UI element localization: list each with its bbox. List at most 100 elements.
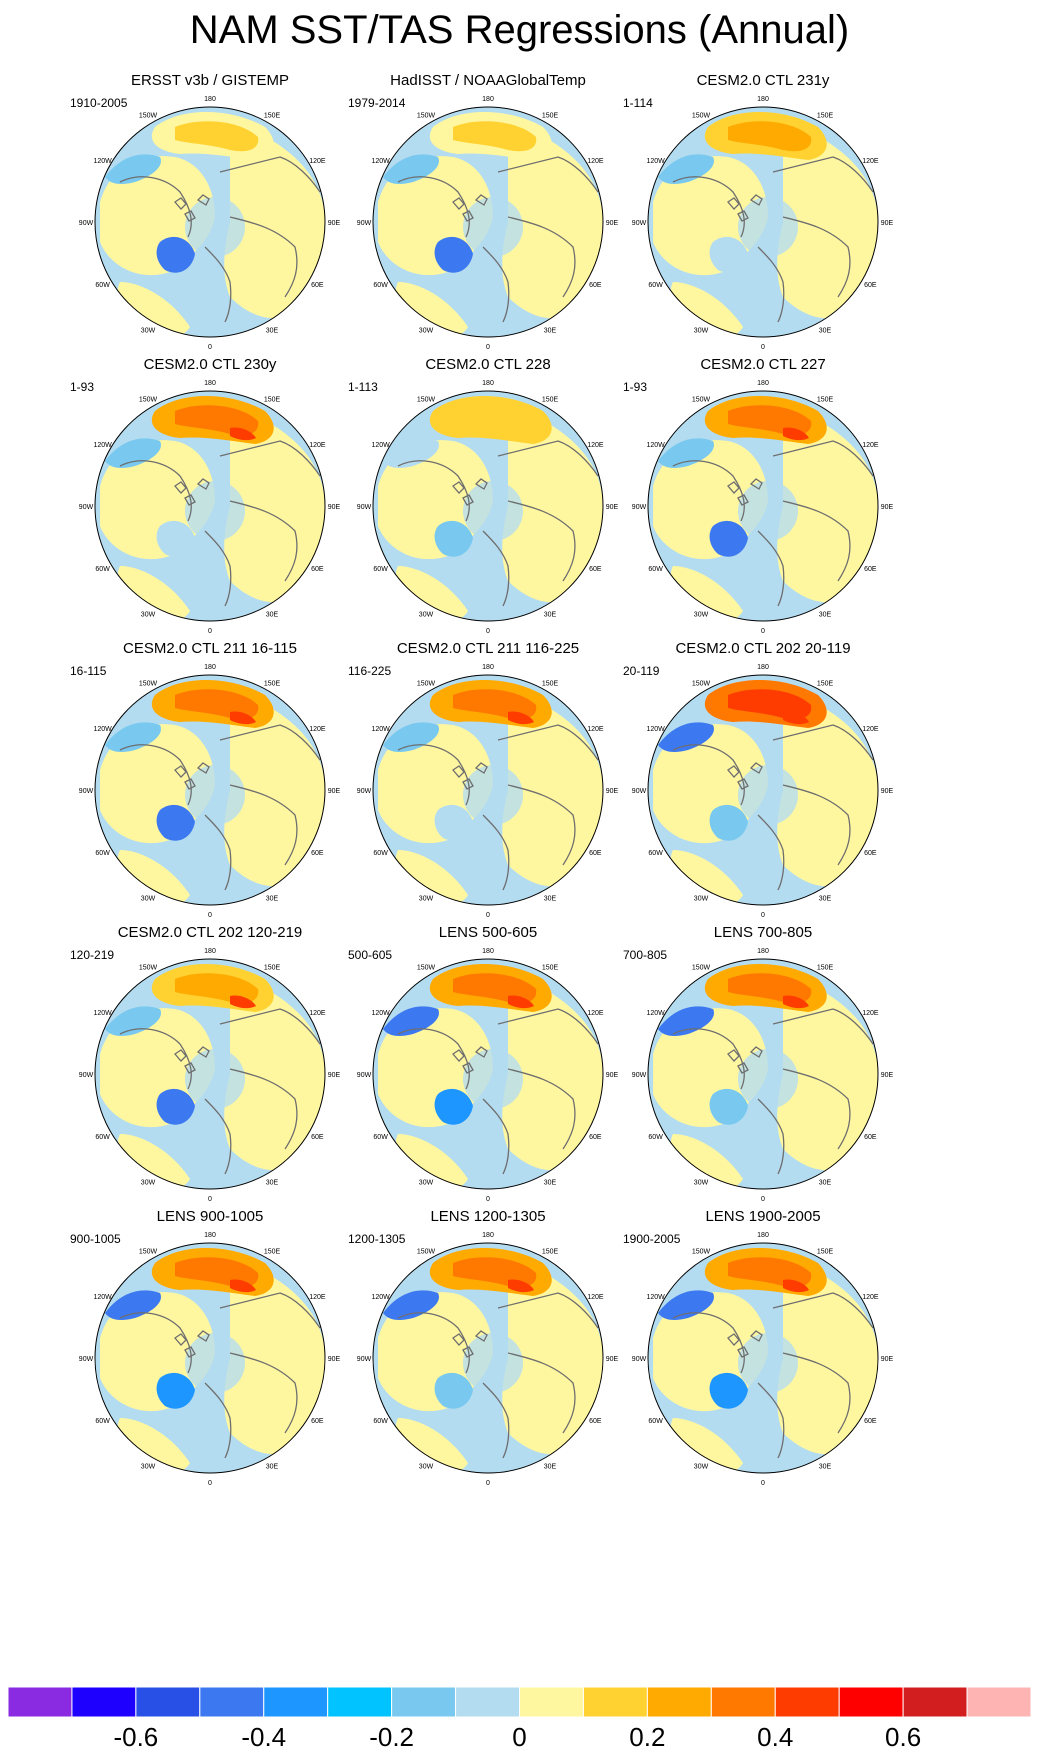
- longitude-label: 90E: [606, 220, 619, 227]
- longitude-label: 150E: [264, 397, 281, 404]
- longitude-label: 120W: [646, 1010, 665, 1017]
- panel-year-range: 700-805: [623, 948, 668, 962]
- map-panel: LENS 1900-2005 180 150E 120E 90E 60E 30E 0 30W 60…: [613, 1208, 913, 1508]
- labrador-sea-cool-anomaly: [156, 236, 195, 273]
- longitude-label: 180: [482, 664, 494, 671]
- labrador-sea-cool-anomaly: [156, 1372, 195, 1409]
- longitude-label: 60E: [589, 1418, 602, 1425]
- longitude-label: 0: [208, 344, 212, 351]
- north-america-coastline: [397, 460, 488, 522]
- panel-year-range: 1-114: [623, 96, 653, 110]
- bering-hot-spot: [783, 1279, 809, 1293]
- longitude-label: 120E: [309, 1010, 326, 1017]
- map-panel: ERSST v3b / GISTEMP 180 150E 120E 90E 60E 30E 0…: [60, 72, 360, 372]
- north-america-coastline: [672, 176, 763, 238]
- polar-stereographic-map: 180 150E 120E 90E 60E 30E 0 30W 60W 90W 120W 150W: [357, 664, 619, 919]
- longitude-label: 30E: [544, 327, 557, 334]
- longitude-label: 90E: [328, 788, 341, 795]
- longitude-label: 30E: [544, 1463, 557, 1470]
- longitude-label: 150E: [817, 1249, 834, 1256]
- europe-coastline: [482, 1098, 510, 1175]
- map-border: [94, 674, 326, 906]
- longitude-label: 0: [486, 344, 490, 351]
- longitude-label: 120W: [371, 442, 390, 449]
- arctic-ocean-region: [738, 1049, 798, 1109]
- longitude-label: 30E: [819, 611, 832, 618]
- panel-title: CESM2.0 CTL 211 16-115: [123, 640, 297, 657]
- eurasia-region: [224, 690, 325, 887]
- arctic-ocean-region: [463, 1049, 523, 1109]
- longitude-label: 150W: [417, 113, 436, 120]
- longitude-label: 150E: [542, 397, 559, 404]
- longitude-label: 150W: [139, 1249, 158, 1256]
- eurasia-coastline: [772, 1292, 874, 1434]
- panel-title: CESM2.0 CTL 228: [425, 356, 551, 373]
- longitude-label: 150E: [264, 1249, 281, 1256]
- longitude-label: 150W: [139, 965, 158, 972]
- longitude-label: 60E: [589, 282, 602, 289]
- longitude-label: 0: [761, 628, 765, 635]
- longitude-label: 120W: [93, 726, 112, 733]
- panel-year-range: 120-219: [70, 948, 115, 962]
- bering-hot-spot: [230, 427, 256, 441]
- longitude-label: 120W: [371, 158, 390, 165]
- longitude-label: 30W: [141, 1179, 156, 1186]
- longitude-label: 90W: [632, 1356, 647, 1363]
- north-pacific-core-anomaly: [453, 405, 537, 436]
- longitude-label: 30E: [266, 327, 279, 334]
- arctic-ocean-region: [185, 765, 245, 825]
- longitude-label: 150E: [817, 397, 834, 404]
- colorbar-swatch: [902, 1687, 968, 1717]
- eurasia-coastline: [219, 1008, 321, 1150]
- europe-coastline: [204, 530, 232, 607]
- europe-coastline: [482, 246, 510, 323]
- longitude-label: 90E: [328, 1356, 341, 1363]
- longitude-label: 60W: [648, 282, 663, 289]
- longitude-label: 180: [204, 380, 216, 387]
- longitude-label: 60W: [95, 1418, 110, 1425]
- labrador-sea-cool-anomaly: [709, 1372, 748, 1409]
- colorbar-tick-label: 0.6: [885, 1722, 922, 1752]
- longitude-label: 150W: [692, 965, 711, 972]
- longitude-label: 60W: [95, 566, 110, 573]
- eurasia-region: [502, 122, 603, 319]
- eurasia-coastline: [219, 440, 321, 582]
- longitude-label: 60W: [373, 282, 388, 289]
- longitude-label: 120E: [862, 726, 879, 733]
- longitude-label: 90W: [357, 1072, 372, 1079]
- labrador-sea-cool-anomaly: [709, 520, 748, 557]
- polar-stereographic-map: 180 150E 120E 90E 60E 30E 0 30W 60W 90W 120W 150W: [632, 380, 894, 635]
- europe-coastline: [204, 814, 232, 891]
- longitude-label: 150E: [264, 113, 281, 120]
- longitude-label: 180: [482, 380, 494, 387]
- colorbar-tick-label: 0.2: [629, 1722, 666, 1752]
- longitude-label: 90W: [79, 220, 94, 227]
- colorbar-tick-label: 0: [512, 1722, 527, 1752]
- longitude-label: 30W: [694, 1463, 709, 1470]
- polar-stereographic-map: 180 150E 120E 90E 60E 30E 0 30W 60W 90W 120W 150W: [632, 664, 894, 919]
- longitude-label: 60W: [373, 1134, 388, 1141]
- longitude-label: 30W: [419, 895, 434, 902]
- longitude-label: 60E: [864, 566, 877, 573]
- labrador-sea-cool-anomaly: [434, 520, 473, 557]
- longitude-label: 0: [208, 912, 212, 919]
- longitude-label: 150E: [817, 113, 834, 120]
- panel-title: CESM2.0 CTL 227: [700, 356, 826, 373]
- longitude-label: 120E: [309, 158, 326, 165]
- labrador-sea-cool-anomaly: [434, 1372, 473, 1409]
- longitude-label: 60E: [589, 566, 602, 573]
- longitude-label: 60E: [311, 850, 324, 857]
- longitude-label: 30W: [419, 611, 434, 618]
- panel-year-range: 1200-1305: [348, 1232, 406, 1246]
- longitude-label: 180: [204, 1232, 216, 1239]
- bering-hot-spot: [783, 427, 809, 441]
- panel-year-range: 20-119: [623, 664, 660, 678]
- map-panel: LENS 1200-1305 180 150E 120E 90E 60E 30E 0 30W 60…: [338, 1208, 638, 1508]
- map-panel: CESM2.0 CTL 211 16-115 180 150E 120E 90E 60E 3…: [60, 640, 360, 940]
- longitude-label: 120E: [862, 1294, 879, 1301]
- colorbar-swatch: [455, 1687, 520, 1717]
- colorbar-tick-label: -0.4: [241, 1722, 287, 1752]
- longitude-label: 120E: [862, 442, 879, 449]
- longitude-label: 150W: [417, 965, 436, 972]
- map-border: [647, 674, 879, 906]
